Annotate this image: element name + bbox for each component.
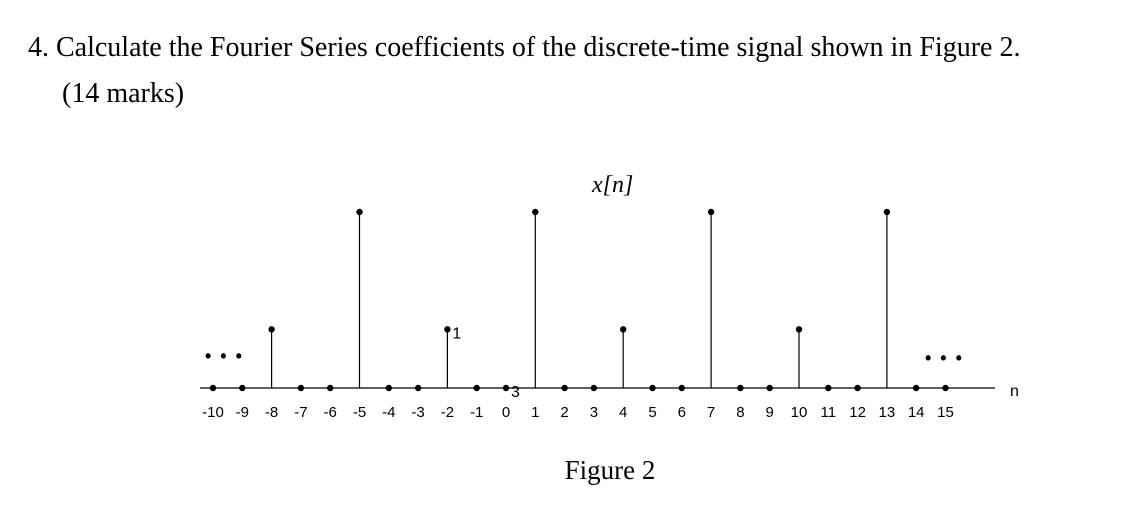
stem-point-n15 <box>942 384 949 392</box>
figure-caption: Figure 2 <box>564 455 656 485</box>
tick-label-n-5: -5 <box>353 404 366 421</box>
stem-point-n-8 <box>268 326 275 333</box>
tick-label-n4: 4 <box>619 404 627 421</box>
stem-point-n1 <box>532 208 539 216</box>
stem-point-n-5 <box>356 208 363 216</box>
stem-point-n14 <box>913 384 920 392</box>
question-text: 4. Calculate the Fourier Series coeffici… <box>28 26 1020 70</box>
question-body: Calculate the Fourier Series coefficient… <box>56 32 1021 63</box>
tick-label-n8: 8 <box>736 404 744 421</box>
stem-point-n4 <box>620 326 627 333</box>
stem-group <box>209 208 949 392</box>
tick-label-n-7: -7 <box>294 404 307 421</box>
tick-label-n1: 1 <box>531 404 539 421</box>
x-axis-label: n <box>1010 383 1019 400</box>
chart-title: x[n] <box>591 172 633 198</box>
tick-label-n-10: -10 <box>202 404 224 421</box>
right-ellipsis: • • • <box>925 348 964 368</box>
stem-point-n3 <box>590 384 598 392</box>
stem-point-n11 <box>825 384 832 392</box>
stem-point-n-10 <box>209 384 217 392</box>
stem-point-n-7 <box>297 384 305 392</box>
question-marks: (14 marks) <box>62 78 185 109</box>
tick-label-n0: 0 <box>502 404 510 421</box>
stem-point-n-6 <box>327 384 334 392</box>
tick-label-n7: 7 <box>707 404 715 421</box>
stem-point-n0 <box>502 384 510 392</box>
value-label-group: 31 <box>452 325 520 401</box>
tick-label-group: -10 -9 -8 -7 -6 -5 -4 -3 -2 -1 0 1 2 3 4 5 6 7 8 9 10 11 12 13 1… <box>202 404 954 421</box>
stem-point-n12 <box>854 384 861 392</box>
tick-label-n-3: -3 <box>411 404 424 421</box>
value-label-n0: 3 <box>511 384 520 401</box>
stem-point-n5 <box>649 384 656 392</box>
stem-point-n-2 <box>444 326 451 333</box>
tick-label-n-6: -6 <box>324 404 337 421</box>
tick-label-n13: 13 <box>879 404 896 421</box>
tick-label-n14: 14 <box>908 404 925 421</box>
tick-label-n3: 3 <box>590 404 598 421</box>
stem-point-n9 <box>766 384 773 392</box>
stem-point-n8 <box>737 384 744 392</box>
stem-point-n-4 <box>385 384 392 392</box>
stem-point-n6 <box>678 384 685 392</box>
stem-point-n-9 <box>239 384 246 392</box>
stem-point-n2 <box>561 384 568 392</box>
tick-label-n15: 15 <box>937 404 954 421</box>
value-label-n-2: 1 <box>452 325 461 342</box>
stem-point-n-3 <box>414 384 422 392</box>
tick-label-n-8: -8 <box>265 404 278 421</box>
tick-label-n5: 5 <box>648 404 656 421</box>
stem-point-n10 <box>795 326 803 333</box>
tick-label-n-1: -1 <box>470 404 483 421</box>
tick-label-n12: 12 <box>849 404 866 421</box>
tick-label-n11: 11 <box>821 404 837 421</box>
tick-label-n-4: -4 <box>382 404 395 421</box>
tick-label-n10: 10 <box>791 404 808 421</box>
stem-point-n-1 <box>473 384 480 392</box>
tick-label-n6: 6 <box>678 404 686 421</box>
stem-point-n13 <box>883 208 891 216</box>
tick-label-n-2: -2 <box>441 404 454 421</box>
tick-label-n-9: -9 <box>236 404 249 421</box>
question-number: 4. <box>28 32 49 63</box>
tick-label-n9: 9 <box>766 404 774 421</box>
tick-label-n2: 2 <box>560 404 568 421</box>
left-ellipsis: • • • <box>205 346 244 366</box>
stem-point-n7 <box>707 208 715 216</box>
